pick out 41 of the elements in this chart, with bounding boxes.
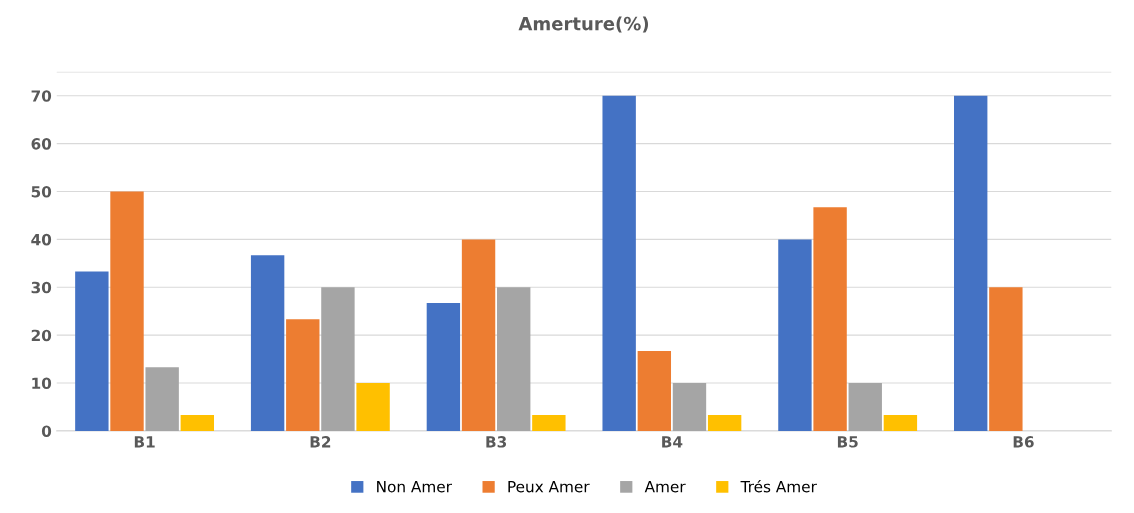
x-tick-label: B1: [134, 436, 155, 448]
bar: [602, 95, 636, 431]
bar: [848, 383, 882, 431]
bar: [954, 95, 988, 431]
y-tick-label: 30: [31, 281, 52, 294]
bar: [778, 239, 812, 431]
bar: [145, 367, 179, 431]
bar: [532, 415, 566, 431]
x-tick-label: B5: [837, 436, 858, 448]
y-tick-label: 70: [31, 90, 52, 102]
bar: [286, 319, 320, 431]
bar: [250, 255, 285, 431]
y-tick-label: 40: [31, 233, 52, 246]
legend-label: Trés Amer: [740, 479, 817, 493]
y-tick-label: 50: [31, 185, 52, 198]
y-tick-label: 10: [32, 377, 52, 390]
bar: [75, 271, 109, 431]
y-tick-label: 0: [41, 425, 52, 437]
bar: [461, 239, 496, 431]
bar: [497, 287, 531, 431]
bar: [180, 415, 215, 431]
x-tick-label: B3: [486, 436, 507, 448]
legend-label: Amer: [644, 481, 686, 493]
bar: [110, 191, 144, 431]
x-tick-label: B4: [662, 436, 683, 448]
x-tick-label: B6: [1013, 436, 1034, 448]
legend-label: Peux Amer: [508, 481, 590, 493]
bar: [883, 415, 918, 431]
bar: [707, 415, 742, 431]
bar: [672, 383, 707, 431]
bar: [637, 350, 672, 431]
chart-title: Amerture(%): [518, 16, 649, 33]
bar: [356, 383, 390, 431]
y-tick-label: 20: [31, 329, 52, 342]
bar: [321, 287, 355, 431]
y-tick-label: 60: [31, 138, 52, 150]
bar: [989, 287, 1023, 431]
bar: [813, 207, 847, 431]
legend-label: Non Amer: [377, 481, 452, 493]
x-tick-label: B2: [310, 436, 331, 448]
bar: [426, 303, 461, 431]
